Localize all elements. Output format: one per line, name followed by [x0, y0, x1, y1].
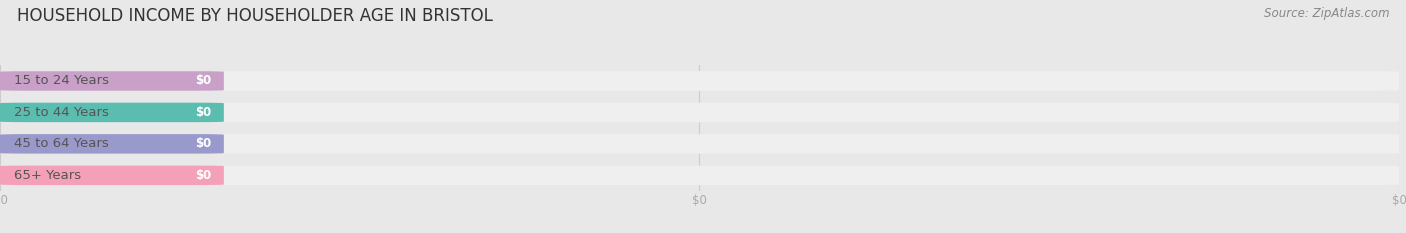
FancyBboxPatch shape: [0, 71, 224, 91]
FancyBboxPatch shape: [0, 103, 224, 122]
Text: $0: $0: [194, 106, 211, 119]
Text: $0: $0: [194, 75, 211, 87]
Text: 45 to 64 Years: 45 to 64 Years: [14, 137, 108, 150]
Text: 65+ Years: 65+ Years: [14, 169, 82, 182]
Text: Source: ZipAtlas.com: Source: ZipAtlas.com: [1264, 7, 1389, 20]
Text: 15 to 24 Years: 15 to 24 Years: [14, 75, 110, 87]
Text: HOUSEHOLD INCOME BY HOUSEHOLDER AGE IN BRISTOL: HOUSEHOLD INCOME BY HOUSEHOLDER AGE IN B…: [17, 7, 492, 25]
Text: 25 to 44 Years: 25 to 44 Years: [14, 106, 108, 119]
FancyBboxPatch shape: [0, 103, 1399, 122]
FancyBboxPatch shape: [0, 134, 224, 154]
Text: $0: $0: [194, 169, 211, 182]
FancyBboxPatch shape: [0, 71, 1399, 91]
FancyBboxPatch shape: [0, 134, 1399, 154]
Text: $0: $0: [194, 137, 211, 150]
FancyBboxPatch shape: [0, 166, 1399, 185]
FancyBboxPatch shape: [0, 166, 224, 185]
